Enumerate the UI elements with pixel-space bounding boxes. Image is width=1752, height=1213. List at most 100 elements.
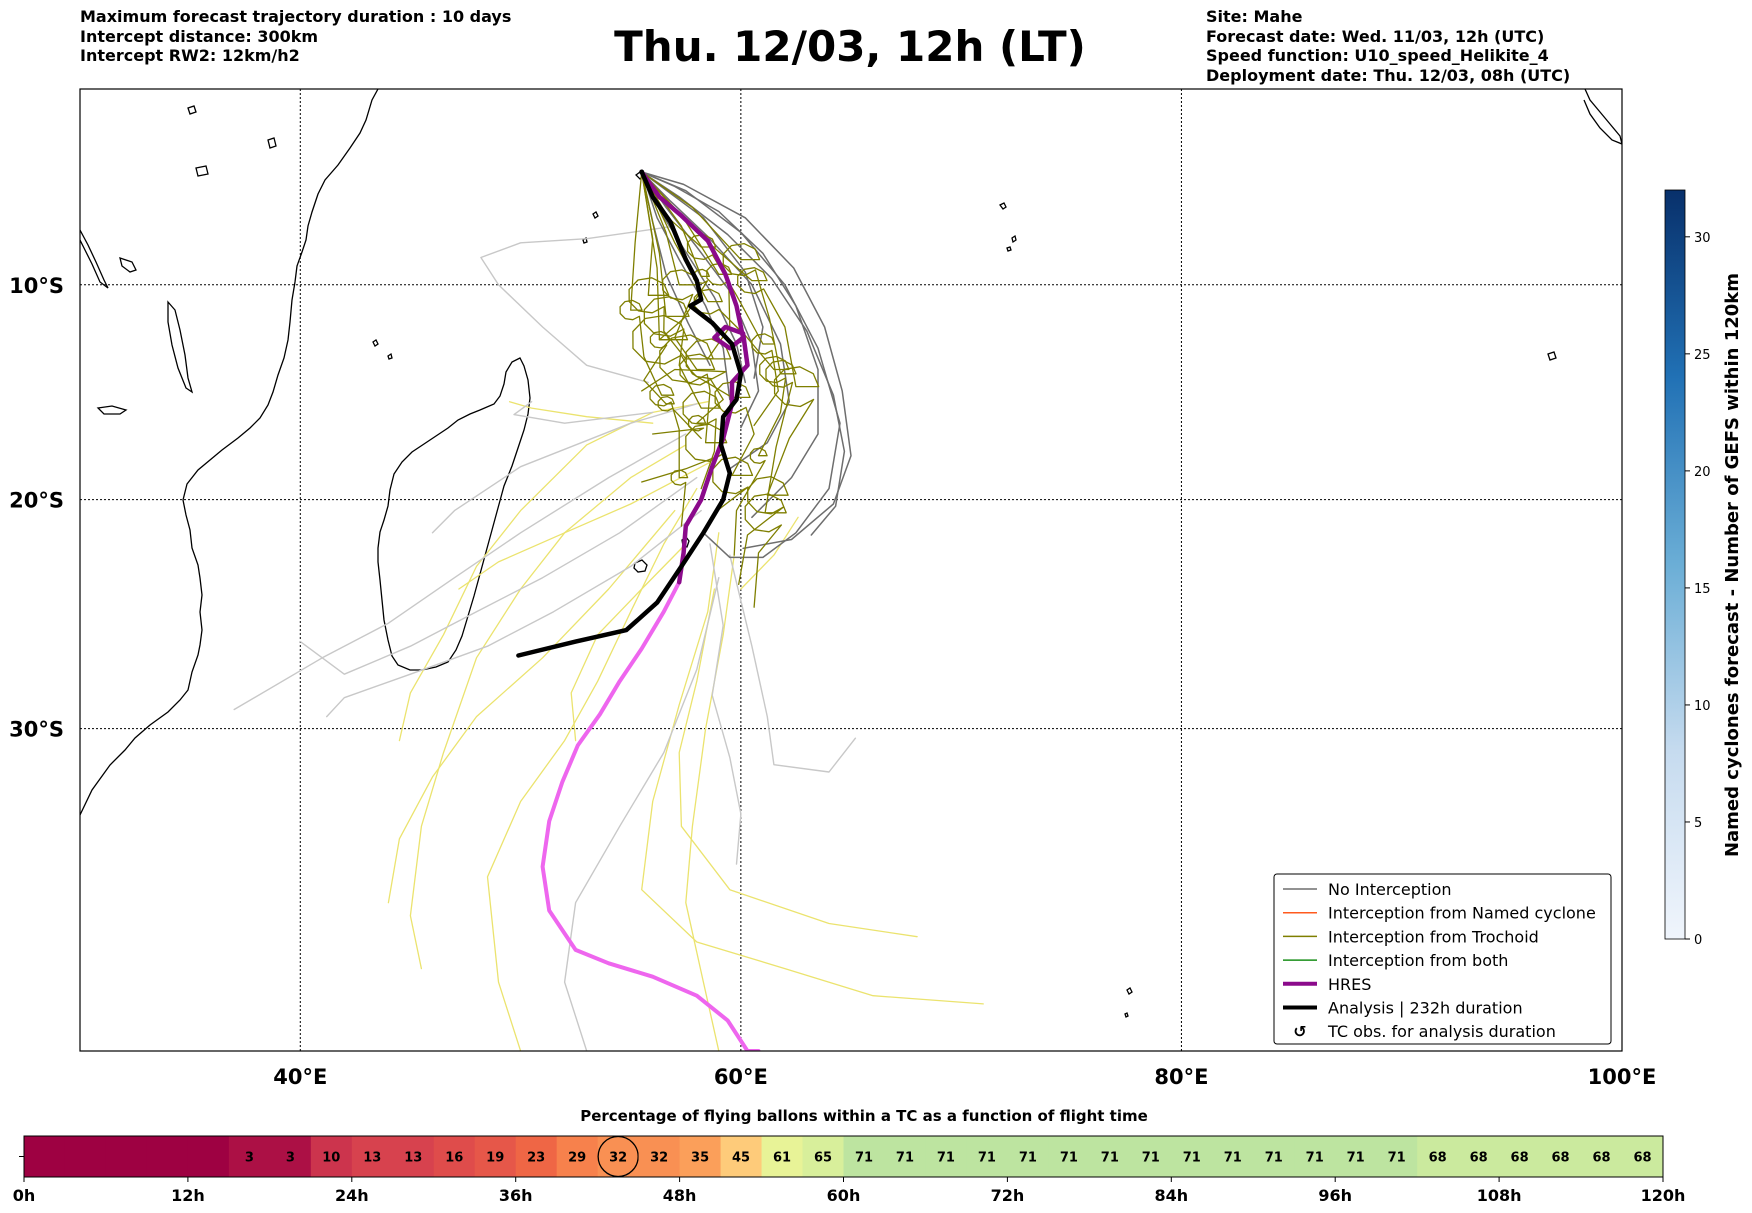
strip-cell	[1458, 1136, 1500, 1177]
strip-title: Percentage of flying ballons within a TC…	[580, 1107, 1148, 1125]
strip-value-label: 32	[650, 1151, 668, 1166]
no-interception-faded-trajectory	[729, 554, 857, 773]
strip-x-tick-label: 24h	[335, 1186, 369, 1205]
y-tick-label: 20°S	[9, 489, 64, 513]
strip-value-label: 71	[1347, 1151, 1365, 1166]
strip-value-label: 71	[896, 1151, 914, 1166]
x-tick-label: 60°E	[714, 1065, 768, 1089]
trochoid-faded-trajectory	[740, 516, 799, 590]
colorbar-label: Named cyclones forecast - Number of GEFS…	[1722, 273, 1743, 857]
strip-cell	[64, 1136, 107, 1177]
map-frame	[79, 88, 1623, 1052]
trajectories	[233, 169, 984, 1051]
strip-cell	[310, 1136, 353, 1177]
analysis-trajectory	[516, 169, 744, 658]
legend-label: Analysis | 232h duration	[1328, 999, 1523, 1018]
strip-value-label: 68	[1592, 1151, 1610, 1166]
no-interception-faded-trajectory	[513, 401, 654, 424]
trochoid-faded-trajectory	[398, 401, 709, 742]
reunion-coastline	[633, 559, 648, 573]
strip-cell	[1171, 1136, 1213, 1177]
strip-value-label: 71	[1306, 1151, 1324, 1166]
legend: No Interception Interception from Named c…	[1273, 873, 1612, 1045]
strip-value-label: 13	[363, 1151, 381, 1166]
lake-mweru-coastline	[96, 405, 128, 415]
colorbar-tick-label: 15	[1694, 582, 1711, 597]
strip-cell	[1089, 1136, 1131, 1177]
no-interception-trajectory	[640, 171, 819, 519]
strip-value-label: 71	[1101, 1151, 1119, 1166]
strip-value-label: 68	[1633, 1151, 1651, 1166]
x-tick-label: 80°E	[1154, 1065, 1208, 1089]
forecast-date-text: Forecast date: Wed. 11/03, 12h (UTC)	[1206, 26, 1545, 46]
strip-cell	[1335, 1136, 1377, 1177]
sumatra-coastline	[1583, 89, 1622, 145]
no-interception-faded-trajectory	[480, 225, 676, 384]
colorbar-tick-label: 5	[1694, 816, 1702, 831]
strip-cell	[269, 1136, 312, 1177]
no-interception-faded-trajectory	[299, 476, 698, 675]
no-interception-trajectory	[640, 171, 731, 401]
no-interception-faded-trajectory	[431, 403, 698, 534]
map-axes: 40°E 60°E 80°E 100°E 10°S 20°S 30°S	[9, 88, 1656, 1089]
strip-cell	[802, 1136, 844, 1177]
africa-coastline	[80, 89, 379, 816]
strip-value-label: 71	[978, 1151, 996, 1166]
trochoid-interception-trajectory	[641, 171, 724, 435]
strip-value-label: 45	[732, 1151, 750, 1166]
legend-label: HRES	[1328, 975, 1371, 994]
strip-cell	[105, 1136, 148, 1177]
colorbar-tick-label: 10	[1694, 699, 1711, 714]
strip-cell	[966, 1136, 1008, 1177]
map-tick-labels: 40°E 60°E 80°E 100°E 10°S 20°S 30°S	[9, 274, 1656, 1089]
site-text: Site: Mahe	[1206, 7, 1303, 26]
trochoid-interception-trajectory	[641, 171, 797, 608]
strip-value-label: 71	[1388, 1151, 1406, 1166]
strip-x-tick-label: 84h	[1154, 1186, 1188, 1205]
cocos-coastline	[1547, 351, 1557, 361]
trochoid-faded-trajectory	[387, 509, 676, 904]
colorbar-tick-label: 0	[1694, 933, 1702, 948]
x-tick-label: 40°E	[273, 1065, 327, 1089]
madagascar-coastline	[377, 357, 531, 671]
strip-cell	[638, 1136, 681, 1177]
trochoid-faded-trajectory	[685, 554, 735, 1051]
chart-title: Thu. 12/03, 12h (LT)	[614, 22, 1086, 71]
no-interception-trajectory	[640, 171, 852, 550]
site-marker	[639, 169, 645, 175]
forecast-details: Site: Mahe Forecast date: Wed. 11/03, 12…	[1206, 7, 1570, 85]
strip-value-label: 19	[486, 1151, 504, 1166]
strip-cell	[1130, 1136, 1172, 1177]
strip-value-label: 35	[691, 1151, 709, 1166]
strip-cell	[1212, 1136, 1254, 1177]
legend-box	[1273, 873, 1612, 1045]
trochoid-interception-trajectory	[641, 171, 820, 586]
legend-marker-glyph: ↺	[1293, 1022, 1306, 1041]
strip-value-label: 16	[445, 1151, 463, 1166]
strip-cell	[515, 1136, 558, 1177]
strip-x-tick-label: 60h	[827, 1186, 861, 1205]
strip-value-label: 68	[1511, 1151, 1529, 1166]
strip-value-label: 71	[1183, 1151, 1201, 1166]
flight-time-strip: Percentage of flying ballons within a TC…	[13, 1107, 1686, 1205]
trochoid-interception-trajectory	[632, 171, 755, 514]
trochoid-interception-trajectory	[619, 171, 689, 527]
legend-label: Interception from Named cyclone	[1328, 904, 1596, 923]
intercept-distance-text: Intercept distance: 300km	[80, 26, 319, 46]
hres-faded-trajectory	[540, 580, 761, 1051]
equatorial-islands-coastline	[187, 105, 277, 177]
colorbar-tick-label: 25	[1694, 348, 1711, 363]
strip-cell	[761, 1136, 804, 1177]
strip-value-label: 71	[1060, 1151, 1078, 1166]
strip-cell	[433, 1136, 476, 1177]
strip-cell	[679, 1136, 722, 1177]
no-interception-faded-trajectory	[326, 509, 702, 718]
strip-cell	[1417, 1136, 1459, 1177]
strip-value-label: 10	[322, 1151, 340, 1166]
strip-value-label: 71	[937, 1151, 955, 1166]
strip-value-label: 65	[814, 1151, 832, 1166]
amsterdam-coastline	[1124, 987, 1133, 1018]
strip-x-tick-label: 96h	[1318, 1186, 1352, 1205]
